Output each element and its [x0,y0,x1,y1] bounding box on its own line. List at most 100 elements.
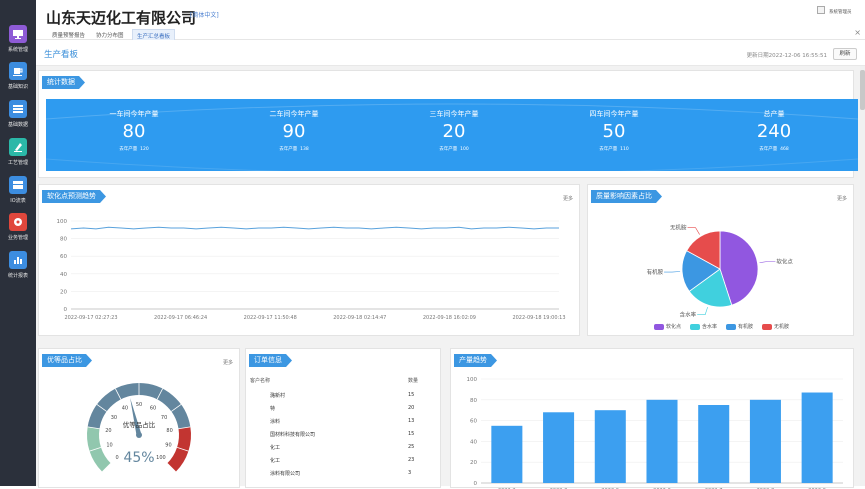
sidebar-item-reports[interactable]: 统计报表 [0,251,36,287]
company-name: 山东天迈化工有限公司 [46,9,197,27]
stat-sub: 去年产量 120 [119,147,149,152]
pen-icon [9,138,27,156]
stat-label: 三车间今年产量 [429,110,479,118]
y-tick-label: 40 [60,272,67,278]
stat-workshop-4: 四车间今年产量 50 去年产量 110 [539,99,689,171]
gauge-tick-label: 70 [161,415,167,421]
legend-swatch [726,323,736,330]
legend-item[interactable]: 无机胺 [762,323,789,330]
bar-chart: 0204060801002022-22022-32022-52022-62022… [467,377,843,489]
production-panel: 产量趋势 0204060801002022-22022-32022-52022-… [450,348,854,489]
x-tick-label: 2022-09-18 16:02:09 [423,315,476,321]
language-switch[interactable]: [简体中文] [190,12,219,19]
gauge-tick [101,463,111,473]
user-name: 系统管理员 [829,10,852,15]
sidebar-item-label: 系统管理 [7,47,28,53]
order-qty: 15 [408,431,415,437]
sidebar-item-system[interactable]: 系统管理 [0,25,36,61]
tab-production-board[interactable]: 生产汇总看板 [132,29,176,40]
stats-panel: 统计数据 一车间今年产量 80 去年产量 120 二车间今年产量 90 去年产量… [38,70,858,178]
scrollbar[interactable] [860,66,865,486]
sidebar-item-process[interactable]: 工艺管理 [0,138,36,174]
sidebar-item-knowledge[interactable]: 基础知识 [0,62,36,98]
stat-value: 240 [756,121,792,142]
cup-icon [9,62,27,80]
sidebar-item-label: 基础数据 [7,122,28,128]
page-title: 生产看板 [44,50,79,60]
legend-swatch [762,323,772,330]
bar [594,410,626,483]
y-tick-label: 80 [470,398,477,404]
sidebar-item-label: 统计报表 [7,273,28,279]
x-tick-label: 2022-09-17 06:46:24 [154,315,207,321]
gauge-tick-label: 10 [106,443,112,449]
avatar [817,6,825,14]
legend-item[interactable]: 有机胺 [726,323,753,330]
close-icon[interactable]: × [854,28,861,37]
y-tick-label: 20 [60,289,67,295]
gauge-tick [178,426,191,430]
pie-slice [719,230,759,306]
bar [491,425,523,483]
gauge-tick [96,404,107,412]
more-link[interactable]: 更多 [836,196,847,202]
pie-slice [688,268,733,308]
legend-label: 无机胺 [774,324,790,330]
stat-value: 90 [282,121,306,142]
y-tick-label: 40 [470,439,477,445]
sidebar-item-business[interactable]: 业务管理 [0,213,36,249]
monitor-icon [9,25,27,43]
order-qty: 20 [408,405,415,411]
top-header: 山东天迈化工有限公司 [简体中文] 质量预警报告 协力分布图 生产汇总看板 系统… [36,0,865,40]
pie-slice [686,230,721,270]
tab-distribution[interactable]: 协力分布图 [96,33,124,39]
user-menu[interactable]: 系统管理员 [817,6,857,20]
stat-value: 50 [602,121,626,142]
banner-decoration [46,103,858,171]
bar [801,392,833,483]
stat-sub: 去年产量 468 [759,147,789,152]
gauge-tick [89,446,102,452]
more-link[interactable]: 更多 [222,360,233,366]
stat-workshop-2: 二车间今年产量 90 去年产量 138 [219,99,369,171]
bar [646,399,678,483]
gauge-tick [87,426,100,430]
pie-leader-line [697,306,708,315]
refresh-button[interactable]: 刷新 [833,48,857,60]
softening-panel: 软化点预测趋势 更多 0 20 40 60 80 100 2022-09-17 02:27:… [38,184,580,336]
scrollbar-thumb[interactable] [860,70,865,110]
legend-item[interactable]: 含水率 [690,323,717,330]
pie-slice [681,250,721,292]
legend-swatch [690,323,700,330]
sidebar-item-io[interactable]: IO流表 [0,176,36,212]
gauge-value: 45% [123,450,154,466]
panel-title: 优等品占比 [42,354,92,367]
pie-leader-line [759,261,776,264]
pie-label: 有机胺 [647,268,664,276]
sidebar: 系统管理 基础知识 基础数据 工艺管理 IO流表 业务管理 统计报表 [0,0,36,486]
line-chart: 0 20 40 60 80 100 2022-09-17 02:27:23 2022-09-1… [57,219,566,321]
panel-title: 订单信息 [249,354,292,367]
order-customer: 国材料科技有限公司 [270,432,316,438]
y-tick-label: 60 [470,419,477,425]
more-link[interactable]: 更多 [562,196,573,202]
gauge-tick [171,404,182,412]
order-qty: 15 [408,392,415,398]
gauge-tick-label: 80 [166,428,172,434]
legend-item[interactable]: 软化点 [654,323,681,330]
y-tick-label: 80 [60,237,67,243]
gauge-tick [115,388,122,400]
order-customer: 涂料有限公司 [270,471,301,477]
sidebar-item-label: 基础知识 [7,84,28,90]
order-qty: 23 [408,457,415,463]
legend-label: 有机胺 [738,324,754,330]
order-qty: 13 [408,418,415,424]
order-row: 化工 25 [250,441,426,454]
stat-workshop-1: 一车间今年产量 80 去年产量 120 [59,99,209,171]
sidebar-item-basic-data[interactable]: 基础数据 [0,100,36,136]
order-customer: 潞新村 [270,393,286,399]
tab-quality-warning[interactable]: 质量预警报告 [52,33,86,39]
gauge-tick-label: 20 [105,428,111,434]
col-qty: 数量 [408,378,419,384]
gauge-pivot [136,432,142,438]
